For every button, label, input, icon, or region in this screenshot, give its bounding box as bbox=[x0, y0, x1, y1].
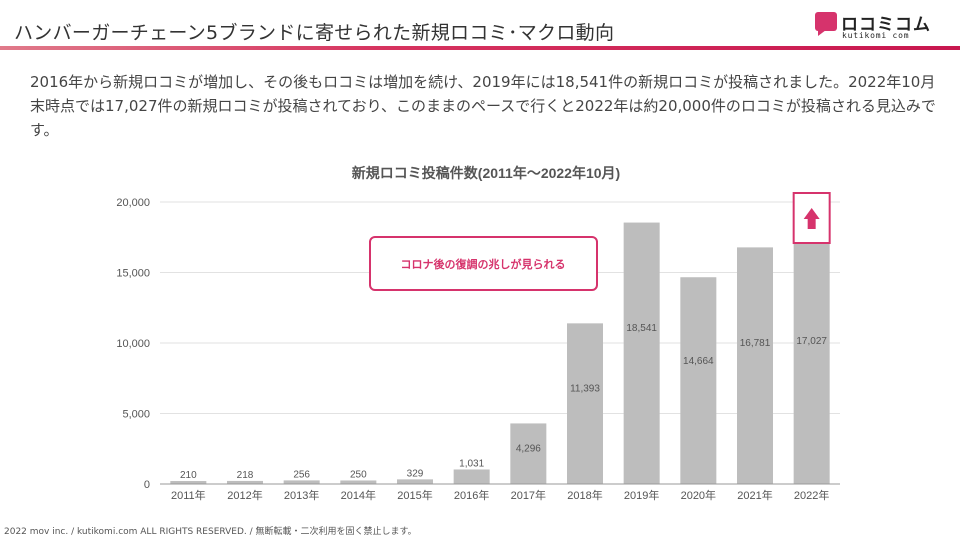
x-tick-label: 2013年 bbox=[284, 488, 319, 502]
x-tick-label: 2015年 bbox=[397, 488, 432, 502]
bar bbox=[397, 479, 433, 484]
data-label: 17,027 bbox=[796, 336, 827, 347]
bar bbox=[340, 480, 377, 484]
bar bbox=[510, 423, 547, 484]
bar bbox=[737, 247, 773, 484]
annotation-text: コロナ後の復調の兆しが見られる bbox=[401, 257, 566, 271]
x-tick-label: 2018年 bbox=[567, 488, 602, 502]
data-label: 1,031 bbox=[459, 458, 484, 469]
x-tick-label: 2017年 bbox=[511, 488, 546, 502]
bar bbox=[453, 469, 490, 484]
page-title: ハンバーガーチェーン5ブランドに寄せられた新規ロコミ･マクロ動向 bbox=[14, 22, 615, 44]
y-tick-label: 5,000 bbox=[122, 409, 150, 421]
x-tick-label: 2011年 bbox=[171, 488, 206, 502]
bar bbox=[170, 481, 207, 484]
bar bbox=[680, 277, 717, 484]
x-tick-label: 2022年 bbox=[794, 488, 829, 502]
data-label: 210 bbox=[180, 470, 197, 481]
chart-title: 新規ロコミ投稿件数(2011年～2022年10月) bbox=[352, 165, 620, 181]
copyright-footer: 2022 mov inc. / kutikomi.com ALL RIGHTS … bbox=[4, 527, 417, 537]
y-tick-label: 10,000 bbox=[116, 338, 150, 350]
summary-text: 2016年から新規ロコミが増加し、その後もロコミは増加を続け、2019年には18… bbox=[30, 73, 936, 139]
x-tick-label: 2012年 bbox=[227, 488, 262, 502]
data-label: 14,664 bbox=[683, 356, 714, 367]
data-label: 256 bbox=[293, 469, 310, 480]
header: ハンバーガーチェーン5ブランドに寄せられた新規ロコミ･マクロ動向 ロコミコム k… bbox=[0, 0, 960, 52]
logo-text: ロコミコム bbox=[841, 15, 931, 35]
data-label: 4,296 bbox=[516, 444, 541, 455]
y-tick-label: 15,000 bbox=[116, 268, 150, 280]
bar bbox=[623, 222, 660, 484]
data-label: 18,541 bbox=[626, 323, 657, 334]
logo[interactable]: ロコミコム kutikomi com bbox=[815, 10, 945, 42]
bar bbox=[227, 480, 263, 484]
y-tick-label: 20,000 bbox=[116, 197, 150, 209]
bar bbox=[793, 243, 830, 484]
data-label: 329 bbox=[407, 468, 424, 479]
bar bbox=[283, 480, 320, 484]
y-tick-label: 0 bbox=[144, 479, 150, 491]
up-arrow-icon bbox=[803, 208, 820, 229]
x-tick-label: 2016年 bbox=[454, 488, 489, 502]
header-divider bbox=[0, 46, 960, 50]
logo-speech-bubble-icon bbox=[815, 12, 837, 36]
x-tick-label: 2021年 bbox=[737, 488, 772, 502]
annotation-box bbox=[369, 236, 598, 291]
data-label: 218 bbox=[237, 470, 254, 481]
x-tick-label: 2019年 bbox=[624, 488, 659, 502]
data-label: 11,393 bbox=[570, 384, 600, 395]
data-label: 16,781 bbox=[740, 338, 771, 349]
bar bbox=[567, 323, 603, 484]
x-tick-label: 2014年 bbox=[341, 488, 376, 502]
x-tick-label: 2020年 bbox=[681, 488, 716, 502]
logo-subtext: kutikomi com bbox=[842, 31, 910, 40]
bar-chart: 新規ロコミ投稿件数(2011年～2022年10月) 0 5,000 10,000 15,… bbox=[116, 165, 840, 502]
data-label: 250 bbox=[350, 469, 367, 480]
